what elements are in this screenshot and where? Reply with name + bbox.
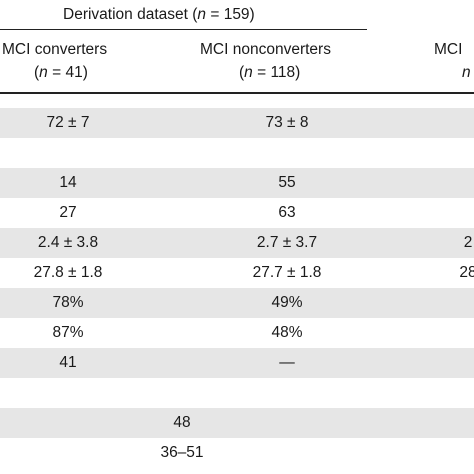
table-row: 2.4 ± 3.8 2.7 ± 3.7 2 <box>0 228 474 258</box>
nonconverters-cell: 55 <box>278 174 296 191</box>
nonconverters-cell: — <box>279 354 295 371</box>
spanning-cell: 36–51 <box>160 444 204 461</box>
converters-cell: 27 <box>59 204 77 221</box>
col-nonconverters-title-text: MCI nonconverters <box>200 41 331 58</box>
nonconverters-cell: 27.7 ± 1.8 <box>252 264 322 281</box>
converters-n-suffix: = 41) <box>47 64 88 81</box>
converters-cell: 2.4 ± 3.8 <box>37 234 99 251</box>
table-row: 78% 49% <box>0 288 474 318</box>
header-bottom-rule <box>0 92 474 94</box>
table-row: 41 — <box>0 348 474 378</box>
spanning-cell: 48 <box>173 414 191 431</box>
derivation-header-suffix: = 159) <box>206 6 255 23</box>
table-row: 27.8 ± 1.8 27.7 ± 1.8 28 <box>0 258 474 288</box>
converters-cell: 14 <box>59 174 77 191</box>
third-column-cell: 2 <box>463 234 473 251</box>
nonconverters-n-label: n <box>244 64 253 81</box>
table-row <box>0 378 474 408</box>
col-converters-n: (n = 41) <box>34 64 88 82</box>
table-row: 27 63 <box>0 198 474 228</box>
nonconverters-cell: 49% <box>271 294 303 311</box>
table-row: 72 ± 7 73 ± 8 <box>0 108 474 138</box>
col-nonconverters-n: (n = 118) <box>239 64 300 82</box>
nonconverters-n-prefix: ( <box>239 64 245 81</box>
converters-cell: 41 <box>59 354 77 371</box>
converters-n-prefix: ( <box>34 64 40 81</box>
col-converters-title-text: MCI converters <box>2 41 108 58</box>
table-row: 87% 48% <box>0 318 474 348</box>
converters-n-label: n <box>39 64 48 81</box>
table-row: 14 55 <box>0 168 474 198</box>
col-third-partial-n: n <box>462 64 471 82</box>
col-nonconverters-title: MCI nonconverters <box>200 41 331 59</box>
nonconverters-cell: 63 <box>278 204 296 221</box>
nonconverters-cell: 73 ± 8 <box>265 114 309 131</box>
converters-cell: 87% <box>52 324 84 341</box>
group-header-rule <box>0 29 367 30</box>
derivation-dataset-header: Derivation dataset (n = 159) <box>63 6 255 24</box>
third-column-cell: 28 <box>459 264 474 281</box>
nonconverters-cell: 2.7 ± 3.7 <box>256 234 318 251</box>
table-row <box>0 138 474 168</box>
derivation-header-n: n <box>197 6 207 23</box>
table-row: 48 <box>0 408 474 438</box>
col-third-n-label: n <box>462 64 471 81</box>
converters-cell: 27.8 ± 1.8 <box>33 264 103 281</box>
nonconverters-n-suffix: = 118) <box>252 64 301 81</box>
col-converters-title: MCI converters <box>2 41 107 59</box>
nonconverters-cell: 48% <box>271 324 303 341</box>
converters-cell: 78% <box>52 294 84 311</box>
derivation-header-prefix: Derivation dataset ( <box>63 6 198 23</box>
col-third-title-text: MCI <box>434 41 463 58</box>
col-third-partial-title: MCI <box>434 41 462 59</box>
table-row: 36–51 <box>0 438 474 468</box>
converters-cell: 72 ± 7 <box>46 114 90 131</box>
